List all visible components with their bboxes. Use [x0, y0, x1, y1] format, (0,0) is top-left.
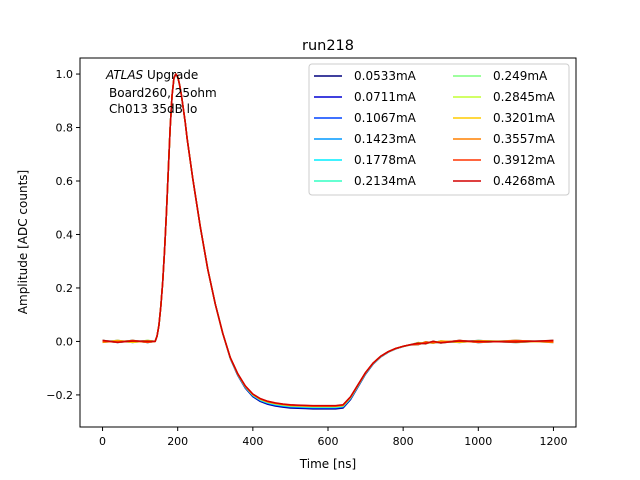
legend-label: 0.1778mA: [354, 153, 417, 167]
x-tick-label: 1200: [539, 435, 567, 448]
legend-label: 0.2134mA: [354, 174, 417, 188]
y-axis-label: Amplitude [ADC counts]: [16, 170, 30, 314]
y-tick-label: −0.2: [46, 389, 73, 402]
annotation-line-1: ATLAS Upgrade: [105, 68, 198, 82]
y-tick-label: 0.0: [56, 335, 74, 348]
x-tick-label: 800: [393, 435, 414, 448]
legend-box: [308, 63, 570, 196]
series-line: [102, 73, 554, 407]
annotation-line-3: Ch013 35dB lo: [109, 102, 197, 116]
legend-label: 0.0711mA: [354, 90, 417, 104]
y-ticks: −0.2 0.0 0.2 0.4 0.6 0.8 1.0: [46, 68, 80, 402]
x-axis-label: Time [ns]: [299, 457, 356, 471]
x-ticks: 0 200 400 600 800 1000 1200: [99, 427, 567, 448]
x-tick-label: 400: [242, 435, 263, 448]
annotation-italic: ATLAS: [105, 68, 144, 82]
legend-label: 0.4268mA: [493, 174, 556, 188]
series-lines: [102, 73, 554, 410]
x-tick-label: 600: [318, 435, 339, 448]
legend: 0.0533mA 0.0711mA 0.1067mA 0.1423mA 0.1778mA…: [308, 63, 570, 196]
legend-label: 0.1067mA: [354, 111, 417, 125]
chart-title: run218: [302, 38, 354, 54]
legend-items: 0.0533mA 0.0711mA 0.1067mA 0.1423mA 0.1778mA…: [314, 69, 556, 188]
y-tick-label: 0.2: [56, 282, 74, 295]
legend-label: 0.3557mA: [493, 132, 556, 146]
legend-label: 0.249mA: [493, 69, 548, 83]
y-tick-label: 1.0: [56, 68, 74, 81]
annotation: ATLAS Upgrade Board260, 25ohm Ch013 35dB…: [105, 68, 217, 116]
legend-label: 0.1423mA: [354, 132, 417, 146]
y-tick-label: 0.4: [56, 228, 74, 241]
x-tick-label: 0: [99, 435, 106, 448]
legend-label: 0.0533mA: [354, 69, 417, 83]
legend-label: 0.3912mA: [493, 153, 556, 167]
legend-label: 0.3201mA: [493, 111, 556, 125]
plot-frame: [79, 57, 577, 428]
y-tick-label: 0.6: [56, 175, 74, 188]
x-tick-label: 1000: [464, 435, 492, 448]
y-tick-label: 0.8: [56, 122, 74, 135]
annotation-line-2: Board260, 25ohm: [109, 86, 217, 100]
x-tick-label: 200: [167, 435, 188, 448]
legend-label: 0.2845mA: [493, 90, 556, 104]
annotation-line-1-rest: Upgrade: [143, 68, 198, 82]
